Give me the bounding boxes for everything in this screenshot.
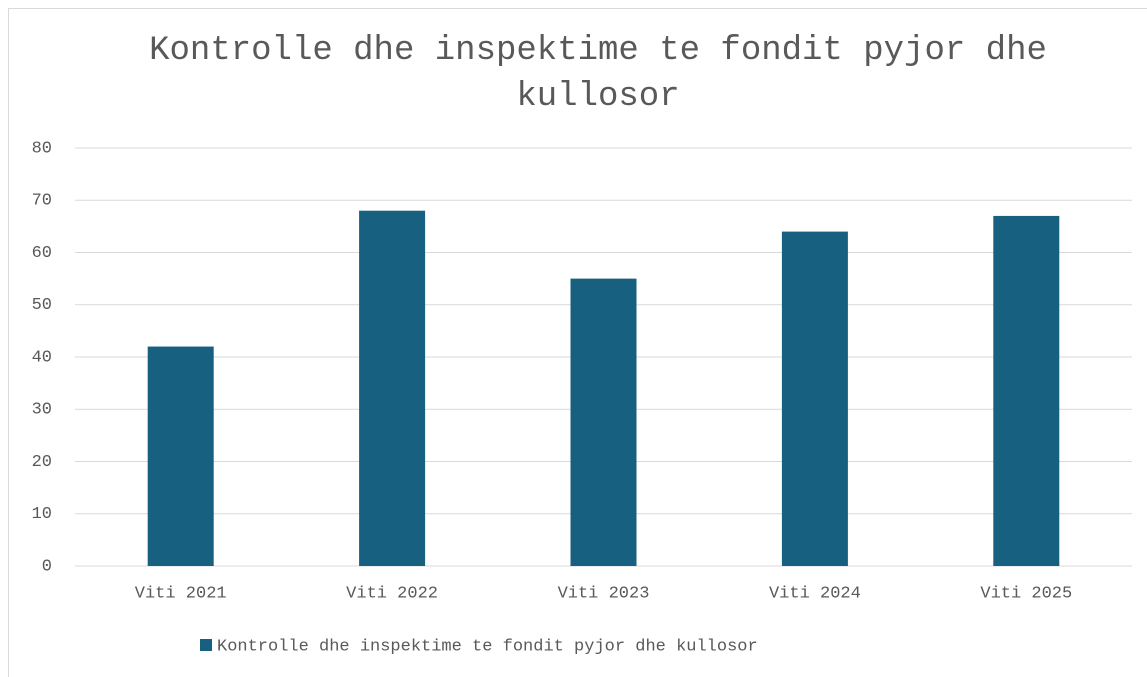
y-tick-label: 20 — [32, 453, 52, 472]
bar — [781, 231, 848, 566]
x-tick-label: Viti 2021 — [135, 584, 227, 603]
legend-label: Kontrolle dhe inspektime te fondit pyjor… — [217, 637, 758, 656]
y-tick-label: 60 — [32, 244, 52, 263]
bar — [993, 215, 1060, 567]
x-tick-label: Viti 2023 — [558, 584, 650, 603]
chart-title: Kontrolle dhe inspektime te fondit pyjor… — [149, 32, 1047, 116]
y-tick-label: 40 — [32, 348, 52, 367]
y-tick-label: 30 — [32, 401, 52, 420]
legend-swatch — [200, 639, 212, 651]
bar — [147, 346, 214, 566]
x-tick-label: Viti 2025 — [980, 584, 1072, 603]
y-tick-label: 0 — [42, 557, 52, 576]
y-tick-label: 50 — [32, 296, 52, 315]
bar — [359, 210, 426, 566]
y-tick-label: 70 — [32, 192, 52, 211]
x-tick-label: Viti 2022 — [346, 584, 438, 603]
x-tick-label: Viti 2024 — [769, 584, 861, 603]
y-tick-label: 80 — [32, 139, 52, 158]
chart-border — [8, 8, 1147, 677]
y-tick-label: 10 — [32, 505, 52, 524]
bar — [570, 278, 637, 566]
